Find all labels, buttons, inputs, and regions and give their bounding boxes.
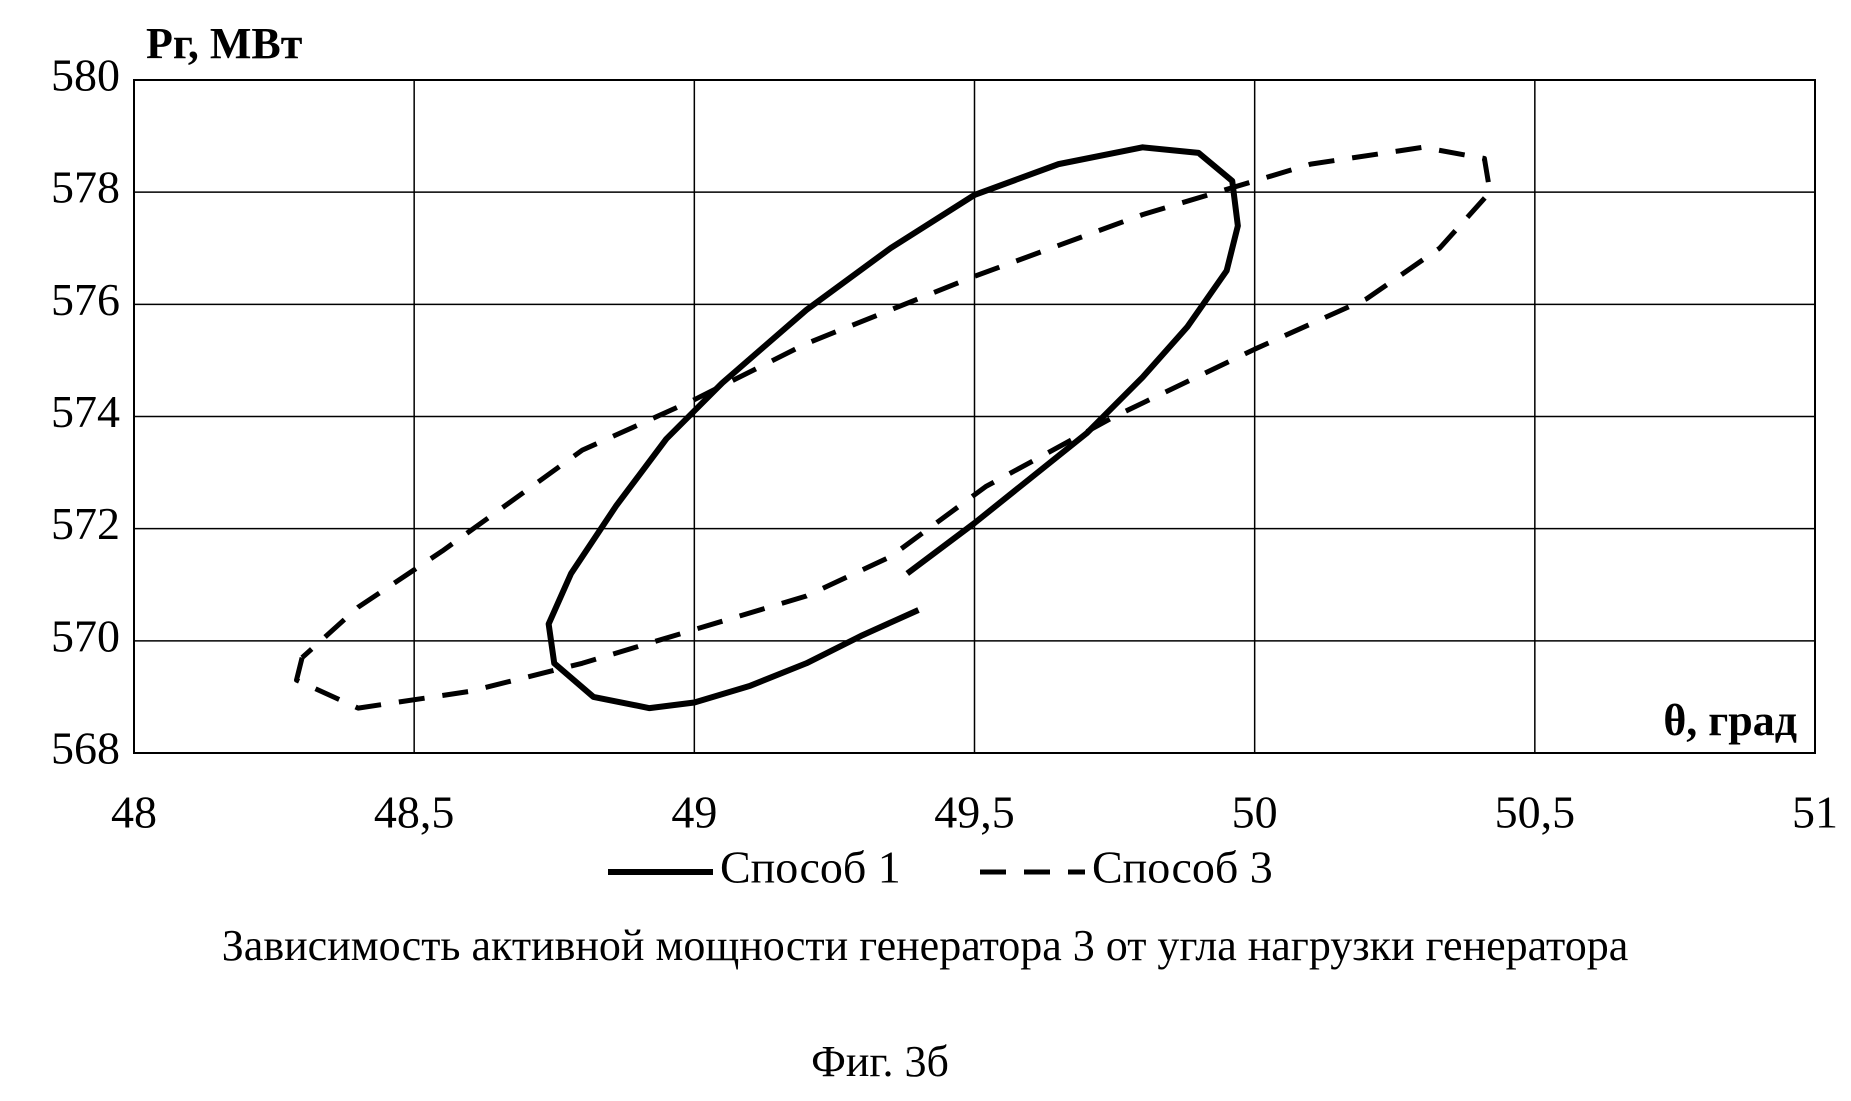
y-tick-label: 578 — [51, 162, 120, 213]
y-tick-label: 574 — [51, 386, 120, 437]
y-tick-label: 570 — [51, 610, 120, 661]
y-tick-label: 568 — [51, 723, 120, 774]
series-line — [545, 144, 1241, 712]
x-tick-label: 51 — [1792, 787, 1838, 838]
x-tick-label: 49,5 — [934, 787, 1015, 838]
x-tick-label: 48 — [111, 787, 157, 838]
x-tick-label: 48,5 — [374, 787, 455, 838]
legend-label: Способ 3 — [1092, 842, 1273, 893]
x-tick-label: 50,5 — [1495, 787, 1576, 838]
y-tick-label: 572 — [51, 498, 120, 549]
y-tick-label: 576 — [51, 274, 120, 325]
series-line — [293, 144, 1493, 711]
x-axis-label: θ, град — [1663, 696, 1797, 745]
figure-caption: Фиг. 3б — [811, 1037, 949, 1086]
y-axis-label: Pг, МВт — [146, 19, 303, 68]
y-tick-label: 580 — [51, 50, 120, 101]
plot-frame — [133, 79, 1816, 754]
legend-label: Способ 1 — [720, 842, 901, 893]
chart-title: Зависимость активной мощности генератора… — [222, 921, 1628, 970]
x-tick-label: 50 — [1232, 787, 1278, 838]
x-tick-label: 49 — [671, 787, 717, 838]
